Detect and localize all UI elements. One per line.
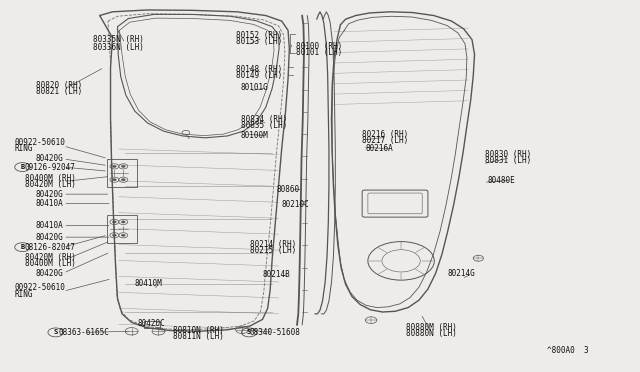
Text: 08340-51608: 08340-51608 [250, 328, 301, 337]
Text: 80214B: 80214B [262, 270, 291, 279]
Text: 80335N (RH): 80335N (RH) [93, 35, 144, 44]
Text: 80101G: 80101G [241, 83, 269, 92]
Text: 80831 (LH): 80831 (LH) [484, 156, 531, 165]
Text: 00922-50610: 00922-50610 [15, 283, 66, 292]
Text: B: B [20, 164, 24, 170]
Text: 80420C: 80420C [138, 320, 166, 328]
Text: S: S [247, 329, 252, 336]
Text: 80400M (RH): 80400M (RH) [25, 174, 76, 183]
Text: 80217 (LH): 80217 (LH) [362, 135, 408, 145]
Text: ^800A0  3: ^800A0 3 [547, 346, 588, 355]
Text: 80153 (LH): 80153 (LH) [236, 36, 282, 46]
Text: B: B [20, 244, 24, 250]
Text: 80480E: 80480E [487, 176, 515, 185]
Text: 80149 (LH): 80149 (LH) [236, 71, 282, 80]
Text: 80100 (RH): 80100 (RH) [296, 42, 342, 51]
Circle shape [113, 165, 116, 167]
Text: 80880M (RH): 80880M (RH) [406, 323, 456, 332]
Text: 08126-82047: 08126-82047 [25, 243, 76, 251]
Text: 08363-6165C: 08363-6165C [58, 328, 109, 337]
Text: 80216A: 80216A [366, 144, 394, 153]
Text: 80830 (RH): 80830 (RH) [484, 150, 531, 159]
Circle shape [122, 221, 125, 223]
Bar [107, 159, 138, 187]
Text: 80420M (LH): 80420M (LH) [25, 180, 76, 189]
Text: 80210C: 80210C [282, 200, 309, 209]
Text: 00922-50610: 00922-50610 [15, 138, 66, 147]
Text: 80400M (LH): 80400M (LH) [25, 259, 76, 267]
Text: 80420M (RH): 80420M (RH) [25, 253, 76, 262]
Text: 80215 (LH): 80215 (LH) [250, 246, 296, 255]
Text: 80420G: 80420G [36, 269, 63, 278]
Text: 80214G: 80214G [448, 269, 476, 278]
Text: 80336N (LH): 80336N (LH) [93, 42, 144, 51]
Text: 80821 (LH): 80821 (LH) [36, 87, 82, 96]
Text: 80214 (RH): 80214 (RH) [250, 240, 296, 249]
Text: 80410A: 80410A [36, 221, 63, 230]
Circle shape [113, 179, 116, 181]
Text: 09126-92047: 09126-92047 [25, 163, 76, 171]
Circle shape [113, 221, 116, 223]
Circle shape [122, 165, 125, 167]
Circle shape [113, 234, 116, 236]
Text: S: S [54, 329, 58, 336]
Bar [107, 215, 138, 243]
Text: 80420G: 80420G [36, 190, 63, 199]
Text: 80810N (RH): 80810N (RH) [173, 326, 224, 335]
Text: 80811N (LH): 80811N (LH) [173, 332, 224, 341]
Text: 80410M: 80410M [135, 279, 163, 288]
Text: 80148 (RH): 80148 (RH) [236, 65, 282, 74]
Text: 80100M: 80100M [241, 131, 269, 141]
Text: 80420G: 80420G [36, 154, 63, 163]
Text: RING: RING [15, 290, 33, 299]
Text: 80420G: 80420G [36, 232, 63, 242]
Text: 80101 (LH): 80101 (LH) [296, 48, 342, 57]
Text: 80880N (LH): 80880N (LH) [406, 329, 456, 338]
Text: RING: RING [15, 144, 33, 153]
Text: 80152 (RH): 80152 (RH) [236, 31, 282, 40]
Circle shape [122, 179, 125, 181]
Text: 80834 (RH): 80834 (RH) [241, 115, 287, 124]
Text: 80820 (RH): 80820 (RH) [36, 81, 82, 90]
Text: 80860: 80860 [276, 185, 300, 194]
Circle shape [122, 234, 125, 236]
Text: 80835 (LH): 80835 (LH) [241, 121, 287, 130]
Text: 80216 (RH): 80216 (RH) [362, 129, 408, 139]
Text: 80410A: 80410A [36, 199, 63, 208]
Bar [145, 321, 161, 328]
